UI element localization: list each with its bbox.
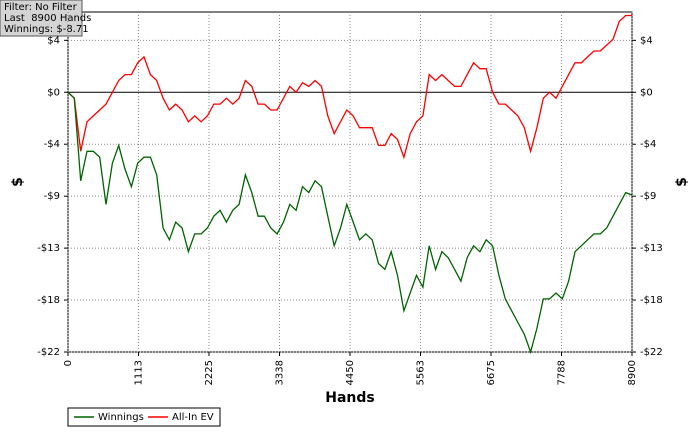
x-tick-label: 6675	[486, 360, 497, 385]
x-tick-label: 7788	[557, 360, 568, 385]
x-tick-label: 5563	[416, 360, 427, 385]
y2-tick-label: -$9	[640, 191, 656, 202]
x-tick-label: 8900	[627, 360, 638, 385]
y-tick-label: -$22	[37, 347, 60, 358]
info-line: Filter: No Filter	[4, 2, 78, 13]
y-tick-label: -$4	[44, 139, 60, 150]
y-tick-label: -$13	[37, 243, 60, 254]
y-tick-label: -$9	[44, 191, 60, 202]
y2-axis-label: $	[674, 177, 690, 187]
y2-tick-label: $0	[640, 87, 653, 98]
legend-label: Winnings	[98, 412, 144, 423]
y-axis-label: $	[10, 177, 26, 187]
series-line	[67, 91, 633, 355]
x-tick-label: 4450	[345, 360, 356, 385]
y2-tick-label: $4	[640, 35, 653, 46]
legend	[67, 407, 221, 427]
y2-tick-label: -$13	[640, 243, 663, 254]
y2-tick-label: -$4	[640, 139, 656, 150]
info-line: Last 8900 Hands	[4, 13, 91, 24]
y2-tick-label: -$22	[640, 347, 663, 358]
y2-tick-label: -$18	[640, 295, 663, 306]
x-tick-label: 1113	[134, 360, 145, 385]
x-tick-label: 0	[63, 360, 74, 366]
x-axis-label: Hands	[325, 390, 375, 406]
series-line	[67, 14, 632, 160]
info-line: Winnings: $-8.71	[4, 24, 89, 35]
x-tick-label: 3338	[275, 360, 286, 385]
y-tick-label: $4	[47, 35, 60, 46]
y-tick-label: -$18	[37, 295, 60, 306]
y-tick-label: $0	[47, 87, 60, 98]
legend-label: All-In EV	[172, 412, 214, 423]
x-tick-label: 2225	[204, 360, 215, 385]
